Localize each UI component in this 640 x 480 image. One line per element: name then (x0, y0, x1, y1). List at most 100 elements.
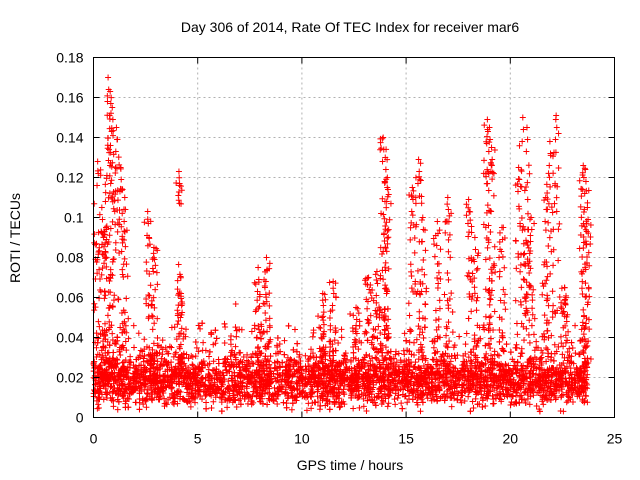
data-point (380, 146, 387, 153)
data-point (255, 264, 262, 271)
data-point (557, 408, 564, 415)
data-point (429, 338, 436, 345)
data-point (119, 359, 126, 366)
data-point (455, 374, 462, 381)
data-point (122, 404, 129, 411)
data-point (421, 271, 428, 278)
data-point (331, 375, 338, 382)
data-point (419, 399, 426, 406)
data-point (106, 172, 113, 179)
data-point (377, 272, 384, 279)
data-point (105, 157, 112, 164)
data-point (140, 369, 147, 376)
data-point (379, 158, 386, 165)
data-point (310, 327, 317, 334)
data-point (360, 395, 367, 402)
data-point (395, 392, 402, 399)
data-point (244, 351, 251, 358)
data-point (375, 393, 382, 400)
data-point (189, 353, 196, 360)
data-point (116, 250, 123, 257)
data-point (162, 383, 169, 390)
data-point (303, 407, 310, 414)
data-point (93, 240, 100, 247)
data-point (384, 403, 391, 410)
data-point (582, 384, 589, 391)
data-point (254, 345, 261, 352)
data-point (467, 357, 474, 364)
data-point (262, 353, 269, 360)
data-point (547, 383, 554, 390)
data-point (109, 370, 116, 377)
data-point (340, 359, 347, 366)
data-point (112, 164, 119, 171)
data-point (192, 365, 199, 372)
data-point (174, 286, 181, 293)
data-point (256, 293, 263, 300)
data-point (566, 352, 573, 359)
data-point (513, 389, 520, 396)
data-point (226, 395, 233, 402)
data-point (321, 368, 328, 375)
data-point (268, 379, 275, 386)
data-point (99, 391, 106, 398)
data-point (319, 297, 326, 304)
data-point (267, 353, 274, 360)
data-point (270, 397, 277, 404)
data-point (150, 268, 157, 275)
data-point (263, 371, 270, 378)
data-point (240, 375, 247, 382)
data-point (435, 383, 442, 390)
data-point (382, 259, 389, 266)
data-point (299, 374, 306, 381)
data-point (578, 382, 585, 389)
data-point (506, 376, 513, 383)
data-point (251, 383, 258, 390)
data-point (448, 403, 455, 410)
data-point (101, 231, 108, 238)
data-point (411, 235, 418, 242)
data-point (110, 380, 117, 387)
data-point (553, 387, 560, 394)
data-point (276, 341, 283, 348)
data-point (406, 348, 413, 355)
data-point (316, 324, 323, 331)
data-point (266, 361, 273, 368)
data-point (110, 132, 117, 139)
data-point (103, 226, 110, 233)
data-point (305, 400, 312, 407)
data-point (112, 239, 119, 246)
data-point (373, 292, 380, 299)
data-point (98, 347, 105, 354)
data-point (499, 334, 506, 341)
data-point (574, 372, 581, 379)
data-point (120, 307, 127, 314)
data-point (393, 359, 400, 366)
data-point (476, 384, 483, 391)
data-point (530, 331, 537, 338)
data-point (95, 379, 102, 386)
data-point (368, 339, 375, 346)
data-point (384, 186, 391, 193)
data-point (123, 227, 130, 234)
data-point (337, 382, 344, 389)
data-point (133, 356, 140, 363)
data-point (124, 373, 131, 380)
data-point (175, 189, 182, 196)
data-point (136, 399, 143, 406)
data-point (225, 385, 232, 392)
data-point (452, 382, 459, 389)
data-point (161, 400, 168, 407)
data-point (253, 306, 260, 313)
data-point (309, 333, 316, 340)
data-point (228, 333, 235, 340)
data-point (518, 362, 525, 369)
data-point (175, 369, 182, 376)
data-point (326, 406, 333, 413)
data-point (365, 319, 372, 326)
data-point (290, 346, 297, 353)
data-point (176, 343, 183, 350)
data-point (507, 402, 514, 409)
data-point (95, 318, 102, 325)
data-point (312, 399, 319, 406)
